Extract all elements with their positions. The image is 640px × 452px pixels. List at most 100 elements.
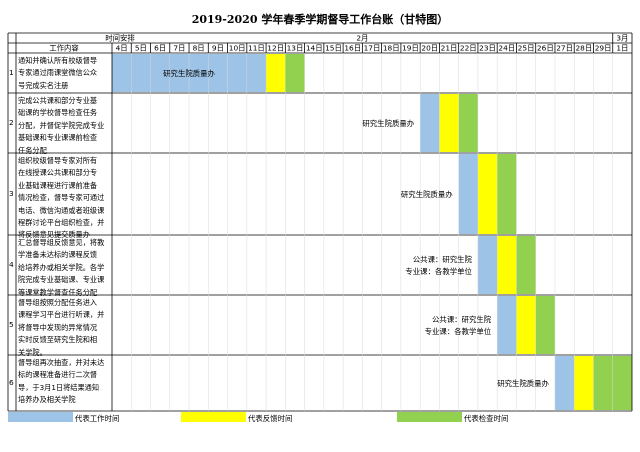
task-description-line: 标的课程准备进行二次督 (18, 370, 98, 380)
task-description-line: 情况检查，督导专家可通过 (18, 193, 105, 203)
day-header-1: 5日 (135, 44, 147, 53)
task-description-line: 培养办及相关学院 (18, 395, 76, 405)
task-description-line: 导，于3月1日将结果通知 (18, 382, 100, 392)
owner-label: 研究生院质量办 (362, 118, 415, 128)
header-time-label: 时间安排 (105, 34, 135, 43)
day-header-3: 7日 (173, 44, 185, 53)
task-description-line: 在线授课公共课和部分专 (18, 168, 98, 178)
task-description-line: 给培养办或相关学院。各学 (18, 262, 105, 272)
task-number: 5 (9, 320, 14, 329)
day-header-13: 17日 (364, 44, 381, 53)
day-header-14: 18日 (383, 44, 400, 53)
day-header-4: 8日 (193, 44, 205, 53)
day-header-7: 11日 (248, 44, 265, 53)
day-header-11: 15日 (325, 44, 342, 53)
task-4-work-bar (477, 236, 498, 294)
task-description-line: 号完成实名注册 (18, 80, 69, 90)
task-3-work-bar (458, 154, 478, 234)
task-description-line: 基础课和专业课课前检查 (18, 133, 98, 143)
day-header-25: 29日 (595, 44, 612, 53)
task-description: 完成公共课和部分专业基 础课的学校督导检查任务 分配，并督促学院完成专业 基础课和专业… (18, 95, 111, 157)
task-number: 6 (9, 378, 14, 387)
header-month-feb: 2月 (356, 34, 368, 43)
task-description-line: 院完成专业基础课、专业课 (18, 275, 105, 285)
day-header-9: 13日 (287, 44, 304, 53)
day-header-12: 16日 (344, 44, 361, 53)
task-description-line: 督导组按照分配任务进入 (18, 298, 98, 307)
task-2-check-bar (458, 94, 478, 152)
task-5-feedback-bar (516, 296, 536, 354)
task-number: 2 (9, 118, 14, 127)
task-description-line: 等课堂教学督查任务分配 (18, 287, 98, 297)
task-description-line: 程群讨论平台组织检查，并 (18, 218, 105, 228)
task-description-line: 电话、微信沟通或者班级课 (18, 205, 105, 215)
day-header-21: 25日 (518, 44, 535, 53)
legend-label: 代表工作时间 (75, 414, 120, 423)
task-2-feedback-bar (439, 94, 459, 152)
task-description-line: 课程学习平台进行听课，并 (18, 310, 105, 320)
day-header-6: 10日 (229, 44, 246, 53)
day-header-0: 4日 (116, 44, 128, 53)
task-number: 1 (9, 68, 14, 77)
task-6-work-bar (554, 356, 575, 410)
day-header-23: 27日 (556, 44, 573, 53)
task-1-check-bar (285, 54, 305, 92)
day-header-19: 23日 (479, 44, 496, 53)
task-4-check-bar (516, 236, 536, 294)
owner-label: 专业课：各教学单位 (424, 327, 492, 336)
task-description: 组织校级督导专家对所有 在线授课公共课和部分专 业基础课程进行课前准备 情况检查，督导… (18, 155, 111, 242)
day-header-2: 6日 (154, 44, 166, 53)
day-header-10: 14日 (306, 44, 323, 53)
task-number: 4 (9, 260, 14, 269)
task-description: 督导组再次抽查，并对未达 标的课程准备进行二次督 导，于3月1日将结果通知 培养办及相… (18, 357, 111, 407)
task-description-line: 组织校级督导专家对所有 (18, 156, 98, 165)
task-number: 3 (9, 189, 14, 198)
owner-label: 研究生院质量办 (400, 189, 453, 199)
day-header-22: 26日 (537, 44, 554, 53)
owner-label: 研究生院质量办 (163, 68, 215, 78)
task-5-work-bar (497, 296, 517, 354)
task-1-feedback-bar (266, 54, 286, 92)
task-description-line: 督导组再次抽查，并对未达 (18, 358, 105, 367)
task-description-line: 础课的学校督导检查任务 (18, 108, 98, 118)
legend-swatch (181, 412, 246, 422)
day-header-24: 28日 (575, 44, 592, 53)
day-header-8: 12日 (267, 44, 284, 53)
task-description-line: 学准备未达标的课程反馈 (18, 250, 98, 260)
task-description-line: 将反馈意见提交质量办 (18, 230, 90, 240)
task-4-feedback-bar (497, 236, 517, 294)
task-2-work-bar (420, 94, 440, 152)
legend-label: 代表检查时间 (464, 414, 509, 423)
task-description: 汇总督导组反馈意见，将教 学准备未达标的课程反馈 给培养办或相关学院。各学 院完成专业… (18, 237, 111, 299)
day-header-18: 22日 (460, 44, 477, 53)
task-3-check-bar (497, 154, 517, 234)
task-description-line: 将督导中发现的异常情况 (18, 322, 98, 332)
header-month-mar: 3月 (616, 34, 628, 43)
owner-label: 专业课：各教学单位 (405, 267, 472, 276)
task-description-line: 关学院。 (18, 347, 47, 357)
task-description-line: 实时反馈至研究生院和相 (18, 335, 98, 345)
day-header-17: 21日 (441, 44, 458, 53)
legend-swatch (397, 412, 462, 422)
header-content-label: 工作内容 (49, 44, 79, 53)
day-header-20: 24日 (498, 44, 515, 53)
owner-label: 公共课：研究生院 (432, 315, 492, 324)
legend-label: 代表反馈时间 (248, 414, 293, 423)
day-header-26: 1日 (616, 44, 628, 53)
day-header-5: 9日 (212, 44, 224, 53)
owner-label: 研究生院质量办 (497, 378, 549, 388)
task-description-line: 分配，并督促学院完成专业 (18, 120, 105, 130)
task-description: 通知并确认所有校级督导 专家通过雨课堂微信公众 号完成实名注册 (18, 55, 111, 92)
day-header-16: 20日 (421, 44, 438, 53)
task-description-line: 通知并确认所有校级督导 (18, 56, 98, 65)
task-6-feedback-bar (574, 356, 594, 410)
task-description-line: 完成公共课和部分专业基 (18, 96, 98, 105)
legend-swatch (8, 412, 73, 422)
task-3-feedback-bar (477, 154, 498, 234)
task-description-line: 任务分配 (18, 145, 47, 155)
task-description: 督导组按照分配任务进入 课程学习平台进行听课，并 将督导中发现的异常情况 实时反馈至研… (18, 297, 111, 359)
owner-label: 公共课：研究生院 (412, 255, 472, 264)
task-description-line: 汇总督导组反馈意见，将教 (18, 238, 105, 247)
task-description-line: 专家通过雨课堂微信公众 (18, 68, 98, 78)
